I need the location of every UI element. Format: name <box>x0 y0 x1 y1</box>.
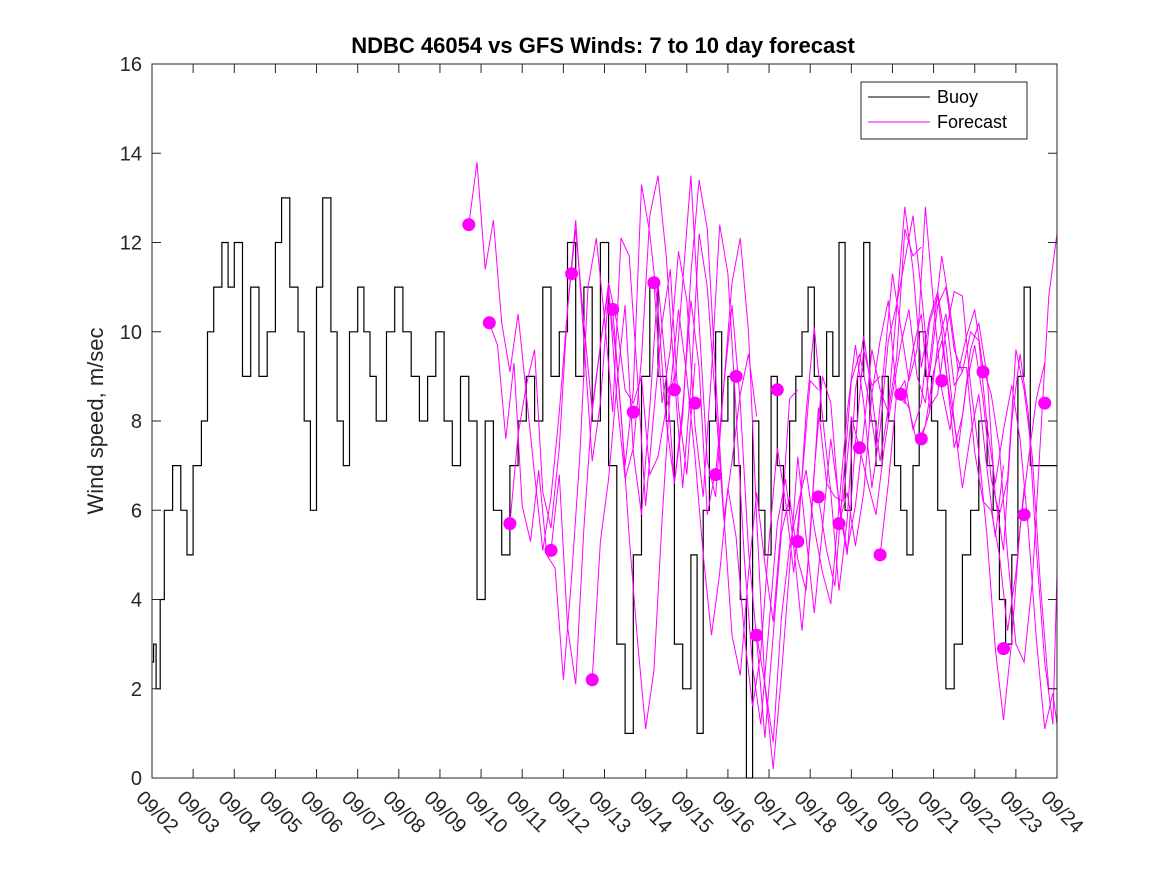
forecast-series-line-5 <box>591 179 799 680</box>
forecast-series-line-14 <box>859 233 1058 664</box>
legend-box <box>860 81 1028 140</box>
legend-label-forecast: Forecast <box>937 112 1007 132</box>
forecast-series-line-12 <box>817 206 1025 631</box>
forecast-marker <box>811 490 825 504</box>
y-tick-label: 12 <box>120 233 142 255</box>
forecast-marker <box>853 441 866 455</box>
forecast-marker <box>791 535 805 548</box>
forecast-marker <box>667 383 681 397</box>
forecast-series-line-6 <box>612 309 819 729</box>
forecast-series-line-3 <box>509 184 717 529</box>
forecast-marker <box>1038 396 1052 410</box>
forecast-marker <box>894 387 908 401</box>
forecast-series-line-7 <box>653 224 860 725</box>
forecast-marker <box>565 267 579 281</box>
y-axis-label: Wind speed, m/sec <box>83 327 108 514</box>
y-tick-label: 10 <box>120 322 142 344</box>
forecast-marker <box>647 276 661 290</box>
forecast-marker <box>729 369 743 383</box>
y-tick-label: 4 <box>131 590 142 612</box>
y-tick-label: 16 <box>120 54 142 76</box>
forecast-marker <box>503 517 517 531</box>
forecast-marker <box>482 316 496 330</box>
forecast-marker <box>1017 508 1031 522</box>
forecast-series-line-10 <box>756 215 963 743</box>
forecast-marker <box>832 517 846 531</box>
forecast-marker <box>585 673 599 687</box>
forecast-marker <box>606 302 620 316</box>
forecast-marker <box>688 396 702 410</box>
legend: Buoy Forecast <box>860 81 1028 140</box>
buoy-series-layer <box>152 197 1057 779</box>
y-axis-ticks: 0 2 4 6 8 10 12 14 16 <box>120 54 1057 790</box>
forecast-marker <box>709 468 723 482</box>
legend-label-buoy: Buoy <box>937 87 978 107</box>
forecast-marker <box>997 642 1010 656</box>
forecast-series-line-9 <box>715 228 922 770</box>
forecast-series-line-17 <box>920 313 1058 730</box>
forecast-series-line-13 <box>838 290 1046 721</box>
y-tick-label: 2 <box>131 679 142 701</box>
forecast-marker <box>750 628 764 642</box>
forecast-marker <box>626 405 640 419</box>
plot-area <box>152 64 1057 778</box>
forecast-marker <box>873 548 887 562</box>
y-tick-label: 6 <box>131 500 142 522</box>
chart-title: NDBC 46054 vs GFS Winds: 7 to 10 day for… <box>351 33 855 58</box>
forecast-series-line-2 <box>488 237 696 680</box>
forecast-series-line-8 <box>673 175 881 738</box>
forecast-marker <box>462 218 476 232</box>
y-tick-label: 8 <box>131 411 142 433</box>
forecast-series-line-11 <box>797 206 1004 591</box>
forecast-marker-layer <box>462 218 1052 687</box>
y-tick-label: 14 <box>120 143 142 165</box>
forecast-marker <box>935 374 949 388</box>
forecast-marker <box>544 543 558 557</box>
forecast-marker <box>770 383 784 397</box>
y-tick-label: 0 <box>131 768 142 790</box>
buoy-series-line <box>152 197 1057 779</box>
forecast-series-layer <box>468 162 1058 770</box>
forecast-marker <box>914 432 928 446</box>
forecast-marker <box>976 365 990 379</box>
